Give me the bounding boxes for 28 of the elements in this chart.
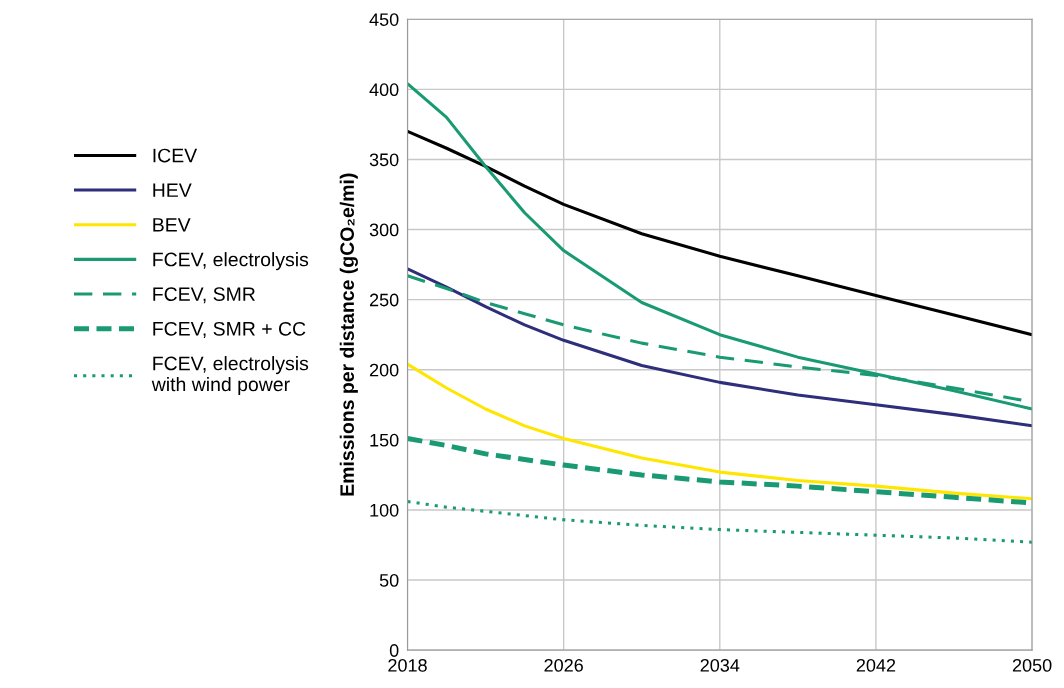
y-tick-label: 450: [369, 13, 399, 26]
line-series: [407, 500, 1033, 544]
x-tick-label: 2018: [388, 658, 427, 672]
y-tick-label: 250: [369, 293, 399, 307]
y-tick-label: 50: [379, 573, 399, 587]
legend-label: FCEV, electrolysis with wind power: [151, 356, 309, 396]
y-tick-label: 0: [389, 644, 399, 657]
line-series: [407, 82, 1033, 411]
y-tick-label: 200: [369, 363, 399, 377]
legend-label: ICEV: [153, 148, 198, 163]
legend-label: HEV: [153, 183, 192, 197]
y-tick-label: 150: [370, 433, 399, 447]
y-axis-title: Emissions per distance (gCO₂e/mi): [339, 173, 358, 496]
x-tick-label: 2026: [544, 658, 583, 672]
x-tick-label: 2034: [700, 658, 740, 672]
y-tick-label: 300: [369, 223, 399, 237]
legend-label: FCEV, SMR + CC: [153, 321, 306, 338]
x-tick-label: 2042: [856, 658, 896, 672]
legend-label: FCEV, SMR: [153, 287, 255, 304]
x-tick-label: 2050: [1012, 658, 1052, 672]
y-tick-label: 350: [369, 153, 399, 167]
line-series: [407, 267, 1033, 428]
legend-label: BEV: [153, 218, 191, 232]
legend-label: FCEV, electrolysis: [153, 252, 309, 271]
y-tick-label: 400: [369, 83, 399, 97]
y-tick-label: 100: [370, 503, 399, 517]
line-series: [407, 129, 1033, 337]
line-series: [407, 362, 1033, 501]
